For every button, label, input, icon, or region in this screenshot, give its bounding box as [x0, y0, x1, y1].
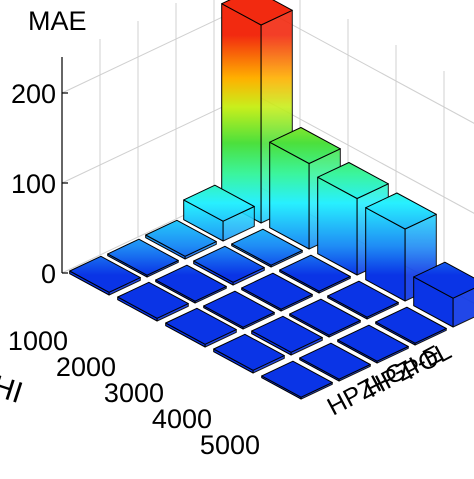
bar-top-face [299, 342, 371, 380]
bar-top-face [107, 238, 179, 276]
row-tick-label: 1000 [8, 326, 68, 356]
z-tick-label: 200 [11, 79, 56, 109]
bar-top-face [145, 219, 217, 257]
bar-3d [117, 281, 189, 322]
bar-3d [299, 342, 371, 382]
y-axis-label-fragment: HI [0, 369, 27, 410]
bar-3d [213, 333, 285, 374]
bar-top-face [155, 264, 227, 302]
z-tick-label: 100 [11, 169, 56, 199]
bar-top-face [375, 306, 447, 344]
bar-3d [69, 255, 141, 296]
bar-top-face [203, 290, 275, 328]
bar-front-face [221, 3, 262, 224]
z-tick-label: 0 [41, 259, 56, 289]
bar-3d [183, 184, 255, 242]
bar-top-face [261, 360, 333, 398]
bar-3d [289, 298, 361, 338]
bar-3d [221, 0, 293, 224]
bar-top-face [251, 315, 323, 353]
bar-3d [193, 245, 265, 286]
bar-top-face [317, 162, 389, 199]
bar-top-face [165, 307, 237, 345]
bar-3d [231, 228, 303, 268]
bar-3d [203, 290, 275, 330]
bar-top-face [231, 228, 303, 266]
bars [69, 0, 474, 400]
bar-3d [413, 261, 474, 328]
bar-3d [241, 272, 313, 312]
bar-3d [375, 306, 447, 346]
bar-top-face [241, 272, 313, 310]
bar-top-face [183, 184, 255, 222]
bar-3d [251, 315, 323, 356]
bar-3d [145, 219, 217, 260]
bar-top-face [221, 0, 293, 26]
bar-top-face [69, 255, 141, 293]
row-tick-label: 2000 [56, 352, 116, 382]
bar-3d [155, 264, 227, 304]
bar-3d [337, 324, 409, 364]
bar-3d [327, 280, 399, 320]
bar-3d [165, 307, 237, 348]
bar-top-face [269, 127, 341, 164]
bar-top-face [337, 324, 409, 362]
row-tick-label: 4000 [152, 404, 212, 434]
bar-top-face [193, 245, 265, 283]
column-tick-label: POL [399, 337, 456, 385]
bar-top-face [289, 298, 361, 336]
bar-3d [365, 192, 437, 302]
row-tick-label: 5000 [200, 430, 260, 460]
bar-top-face [413, 261, 474, 299]
bar-top-face [279, 254, 351, 292]
row-tick-label: 3000 [104, 378, 164, 408]
bar-top-face [327, 280, 399, 318]
bar-3d [261, 360, 333, 400]
bar-3d [279, 254, 351, 294]
bar-top-face [365, 192, 437, 230]
chart-title: MAE [28, 6, 87, 36]
bar-top-face [117, 281, 189, 319]
bar-top-face [213, 333, 285, 371]
bar-3d [107, 238, 179, 278]
